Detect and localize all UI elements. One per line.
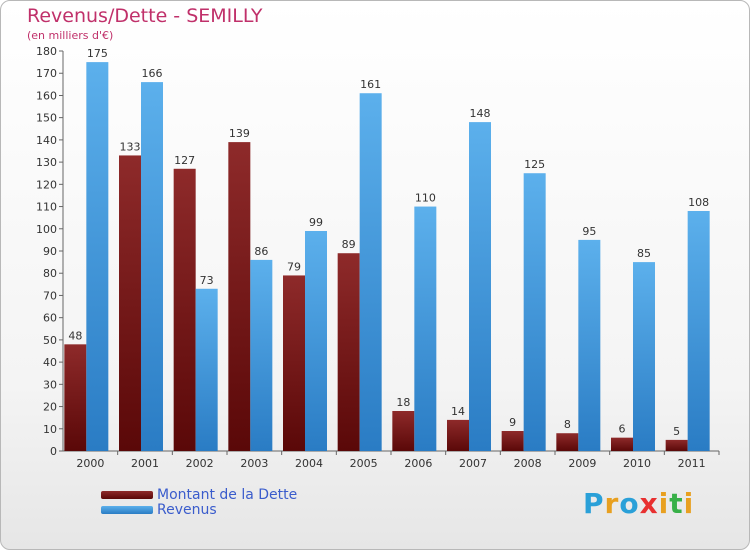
- data-label-revenus: 125: [524, 158, 545, 171]
- logo-letter: P: [583, 487, 605, 520]
- y-tick-label: 50: [43, 334, 57, 347]
- x-tick-label: 2000: [76, 457, 104, 470]
- data-label-revenus: 95: [582, 225, 596, 238]
- data-label-revenus: 73: [200, 274, 214, 287]
- chart-subtitle: (en milliers d'€): [27, 29, 114, 42]
- logo-letter: t: [669, 487, 684, 520]
- bar-revenus: [359, 93, 382, 451]
- x-tick-label: 2007: [459, 457, 487, 470]
- bar-revenus: [687, 211, 710, 451]
- data-label-dette: 133: [120, 140, 141, 153]
- y-tick-label: 30: [43, 378, 57, 391]
- bar-dette: [611, 437, 633, 451]
- legend-swatch-revenus: [101, 506, 153, 514]
- data-label-dette: 18: [396, 396, 410, 409]
- bar-dette: [119, 155, 141, 451]
- proxiti-logo: Proxiti: [583, 487, 694, 520]
- logo-letter: i: [658, 487, 670, 520]
- logo-letter: i: [683, 487, 695, 520]
- data-label-dette: 127: [174, 154, 195, 167]
- bar-dette: [337, 253, 360, 451]
- x-tick-label: 2001: [131, 457, 159, 470]
- bar-dette: [283, 275, 305, 451]
- bar-dette: [665, 439, 688, 451]
- bar-dette: [392, 411, 415, 451]
- bar-revenus: [578, 239, 601, 451]
- y-tick-label: 40: [43, 356, 57, 369]
- data-label-revenus: 110: [415, 192, 436, 205]
- x-tick-label: 2003: [240, 457, 268, 470]
- bar-revenus: [414, 206, 437, 451]
- data-label-dette: 48: [68, 329, 82, 342]
- legend-swatch-dette: [101, 491, 153, 499]
- bar-dette: [173, 168, 196, 451]
- bar-dette: [501, 431, 524, 451]
- data-label-revenus: 85: [637, 247, 651, 260]
- data-label-revenus: 166: [142, 67, 163, 80]
- data-label-revenus: 108: [688, 196, 709, 209]
- x-tick-label: 2011: [678, 457, 706, 470]
- logo-letter: o: [619, 487, 640, 520]
- bar-dette: [447, 419, 469, 451]
- bar-revenus: [86, 62, 109, 451]
- bar-revenus: [523, 173, 546, 451]
- y-tick-label: 160: [36, 89, 57, 102]
- data-label-revenus: 148: [470, 107, 491, 120]
- bar-dette: [228, 142, 251, 451]
- y-tick-label: 150: [36, 112, 57, 125]
- data-label-revenus: 86: [254, 245, 268, 258]
- bar-revenus: [305, 231, 327, 451]
- data-label-revenus: 99: [309, 216, 323, 229]
- legend-label-revenus: Revenus: [157, 502, 217, 518]
- bar-dette: [556, 433, 579, 451]
- y-tick-label: 10: [43, 423, 57, 436]
- bar-revenus: [250, 259, 273, 451]
- x-tick-label: 2009: [568, 457, 596, 470]
- data-label-dette: 14: [451, 405, 465, 418]
- chart-title: Revenus/Dette - SEMILLY: [27, 5, 263, 27]
- y-tick-label: 140: [36, 134, 57, 147]
- y-tick-label: 20: [43, 401, 57, 414]
- y-tick-label: 80: [43, 267, 57, 280]
- bar-revenus: [469, 122, 491, 451]
- x-tick-label: 2005: [350, 457, 378, 470]
- y-tick-label: 120: [36, 178, 57, 191]
- data-label-revenus: 161: [360, 78, 381, 91]
- y-tick-label: 90: [43, 245, 57, 258]
- data-label-dette: 6: [619, 423, 626, 436]
- data-label-dette: 79: [287, 260, 301, 273]
- data-label-dette: 89: [342, 238, 356, 251]
- data-label-dette: 8: [564, 418, 571, 431]
- y-tick-label: 70: [43, 289, 57, 302]
- bar-revenus: [633, 262, 655, 451]
- logo-letter: r: [604, 487, 620, 520]
- x-tick-label: 2010: [623, 457, 651, 470]
- y-tick-label: 0: [50, 445, 57, 458]
- x-tick-label: 2006: [404, 457, 432, 470]
- y-tick-label: 180: [36, 45, 57, 58]
- bar-revenus: [141, 82, 163, 451]
- bar-dette: [64, 344, 87, 451]
- x-tick-label: 2002: [186, 457, 214, 470]
- bar-revenus: [195, 288, 218, 451]
- x-tick-label: 2008: [514, 457, 542, 470]
- logo-letter: x: [639, 487, 659, 520]
- y-tick-label: 170: [36, 67, 57, 80]
- data-label-dette: 5: [673, 425, 680, 438]
- y-tick-label: 60: [43, 312, 57, 325]
- data-label-dette: 139: [229, 127, 250, 140]
- y-tick-label: 110: [36, 201, 57, 214]
- y-tick-label: 130: [36, 156, 57, 169]
- data-label-revenus: 175: [87, 47, 108, 60]
- data-label-dette: 9: [509, 416, 516, 429]
- x-tick-label: 2004: [295, 457, 323, 470]
- legend-label-dette: Montant de la Dette: [157, 487, 298, 503]
- y-tick-label: 100: [36, 223, 57, 236]
